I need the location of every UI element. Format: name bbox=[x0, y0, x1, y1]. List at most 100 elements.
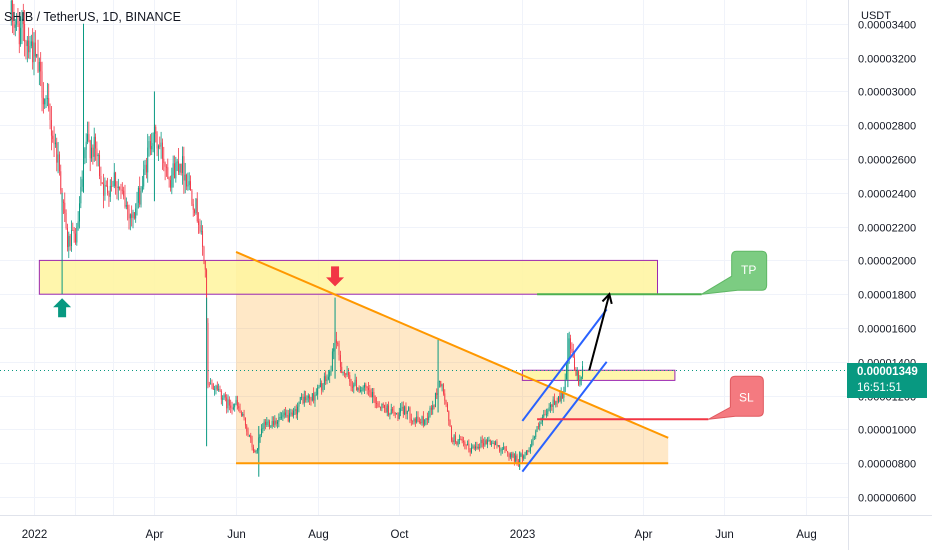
candle-body bbox=[483, 443, 485, 446]
candle-body bbox=[235, 400, 237, 404]
candle-body bbox=[148, 141, 150, 148]
candle-body bbox=[210, 383, 212, 385]
candle-body bbox=[151, 145, 153, 150]
candle-body bbox=[128, 209, 130, 219]
candle-body bbox=[255, 450, 257, 453]
candle-body bbox=[171, 175, 173, 188]
candle-body bbox=[190, 181, 191, 191]
candle-body bbox=[480, 439, 482, 448]
candle-body bbox=[532, 437, 534, 441]
candle-body bbox=[222, 398, 224, 400]
candle-body bbox=[449, 420, 451, 427]
projection-arrow-head bbox=[601, 292, 613, 305]
candle-body bbox=[442, 384, 444, 394]
candle-body bbox=[60, 171, 62, 191]
candle-body bbox=[103, 183, 105, 196]
candle-body bbox=[329, 371, 331, 377]
candle-body bbox=[132, 212, 134, 218]
candle-body bbox=[69, 235, 71, 247]
candle-body bbox=[65, 212, 67, 229]
candle-body bbox=[48, 98, 50, 109]
candle-body bbox=[64, 202, 66, 213]
candle-body bbox=[325, 376, 327, 382]
candle-body bbox=[204, 261, 206, 270]
candle-body bbox=[111, 185, 113, 187]
symbol-title[interactable]: SHIB / TetherUS, 1D, BINANCE bbox=[4, 10, 181, 24]
candle-body bbox=[139, 187, 141, 205]
candle-body bbox=[277, 421, 278, 424]
candle-body bbox=[497, 445, 499, 447]
candle-body bbox=[248, 435, 250, 436]
y-tick-label: 0.00002600 bbox=[858, 155, 916, 167]
candle-body bbox=[465, 444, 467, 446]
candle-body bbox=[436, 393, 438, 396]
candle-body bbox=[428, 416, 430, 421]
candle-body bbox=[451, 426, 452, 441]
candle-body bbox=[107, 185, 109, 193]
candle-body bbox=[448, 411, 450, 421]
price-axis[interactable]: 0.000006000.000008000.000010000.00001200… bbox=[858, 20, 916, 505]
candle-body bbox=[155, 126, 157, 134]
candle-body bbox=[467, 443, 468, 446]
candle-body bbox=[28, 40, 30, 53]
candle-body bbox=[99, 155, 101, 177]
candle-body bbox=[416, 416, 418, 423]
candle-body bbox=[176, 161, 178, 163]
candle-body bbox=[385, 407, 387, 413]
time-axis[interactable]: 2022 Apr Jun Aug Oct 2023 Apr Jun Aug bbox=[22, 529, 817, 541]
candle-body bbox=[273, 421, 274, 425]
candle-body bbox=[513, 453, 515, 462]
candle-body bbox=[531, 440, 533, 447]
candle-body bbox=[196, 198, 198, 222]
candle-body bbox=[421, 416, 423, 424]
candle-body bbox=[170, 180, 171, 188]
candle-body bbox=[252, 447, 254, 452]
sl-callout bbox=[708, 375, 764, 420]
bar-countdown: 16:51:51 bbox=[857, 382, 902, 394]
candle-body bbox=[409, 407, 411, 419]
candle-body bbox=[179, 163, 181, 173]
candle-body bbox=[115, 172, 117, 187]
candle-body bbox=[326, 379, 328, 382]
candle-body bbox=[422, 416, 424, 425]
candle-body bbox=[537, 426, 539, 428]
candle-body bbox=[346, 372, 348, 375]
candle-body bbox=[49, 108, 51, 121]
candle-body bbox=[460, 439, 462, 440]
candle-body bbox=[266, 422, 268, 425]
chart-overlays: TP SL bbox=[0, 250, 848, 473]
candle-body bbox=[172, 163, 174, 176]
candle-body bbox=[533, 436, 535, 438]
y-tick-label: 0.00001600 bbox=[858, 324, 916, 336]
channel-lower-line bbox=[521, 361, 608, 473]
candle-body bbox=[36, 53, 38, 57]
candle-body bbox=[207, 322, 209, 385]
y-tick-label: 0.00000600 bbox=[858, 493, 916, 505]
x-tick-label: Aug bbox=[308, 529, 328, 541]
candle-body bbox=[342, 372, 344, 374]
candle-body bbox=[25, 41, 27, 47]
candle-body bbox=[453, 435, 455, 442]
candle-body bbox=[372, 391, 373, 397]
candle-body bbox=[523, 455, 525, 459]
candle-body bbox=[87, 134, 88, 142]
candle-body bbox=[144, 164, 146, 170]
candle-body bbox=[208, 384, 210, 386]
candle-body bbox=[32, 41, 34, 63]
candle-body bbox=[38, 61, 40, 72]
candle-body bbox=[509, 453, 511, 458]
candle-body bbox=[547, 410, 549, 415]
candle-body bbox=[374, 397, 376, 404]
candle-body bbox=[520, 453, 522, 457]
candle-body bbox=[58, 154, 60, 172]
candle-body bbox=[95, 136, 96, 149]
sell-signal-arrow-icon bbox=[326, 266, 345, 287]
candle-body bbox=[104, 185, 106, 196]
candle-body bbox=[274, 420, 276, 425]
candle-body bbox=[353, 384, 355, 388]
candle-body bbox=[444, 393, 446, 401]
candle-body bbox=[365, 384, 367, 387]
candle-body bbox=[113, 172, 115, 186]
candle-body bbox=[302, 397, 304, 404]
